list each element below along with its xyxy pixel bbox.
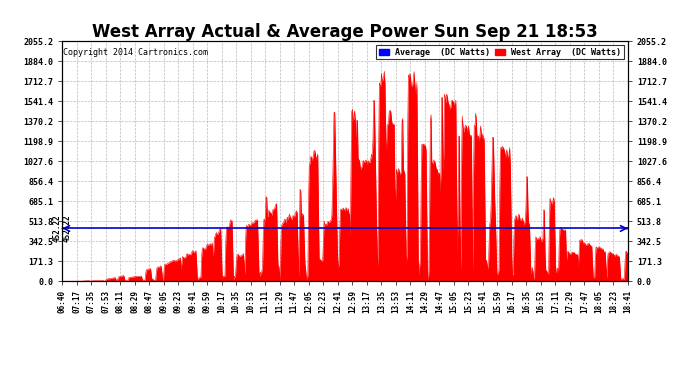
Title: West Array Actual & Average Power Sun Sep 21 18:53: West Array Actual & Average Power Sun Se… [92,23,598,41]
Text: 452.22: 452.22 [52,214,61,242]
Legend: Average  (DC Watts), West Array  (DC Watts): Average (DC Watts), West Array (DC Watts… [376,45,624,59]
Text: 452.22: 452.22 [63,214,72,242]
Text: Copyright 2014 Cartronics.com: Copyright 2014 Cartronics.com [63,48,208,57]
